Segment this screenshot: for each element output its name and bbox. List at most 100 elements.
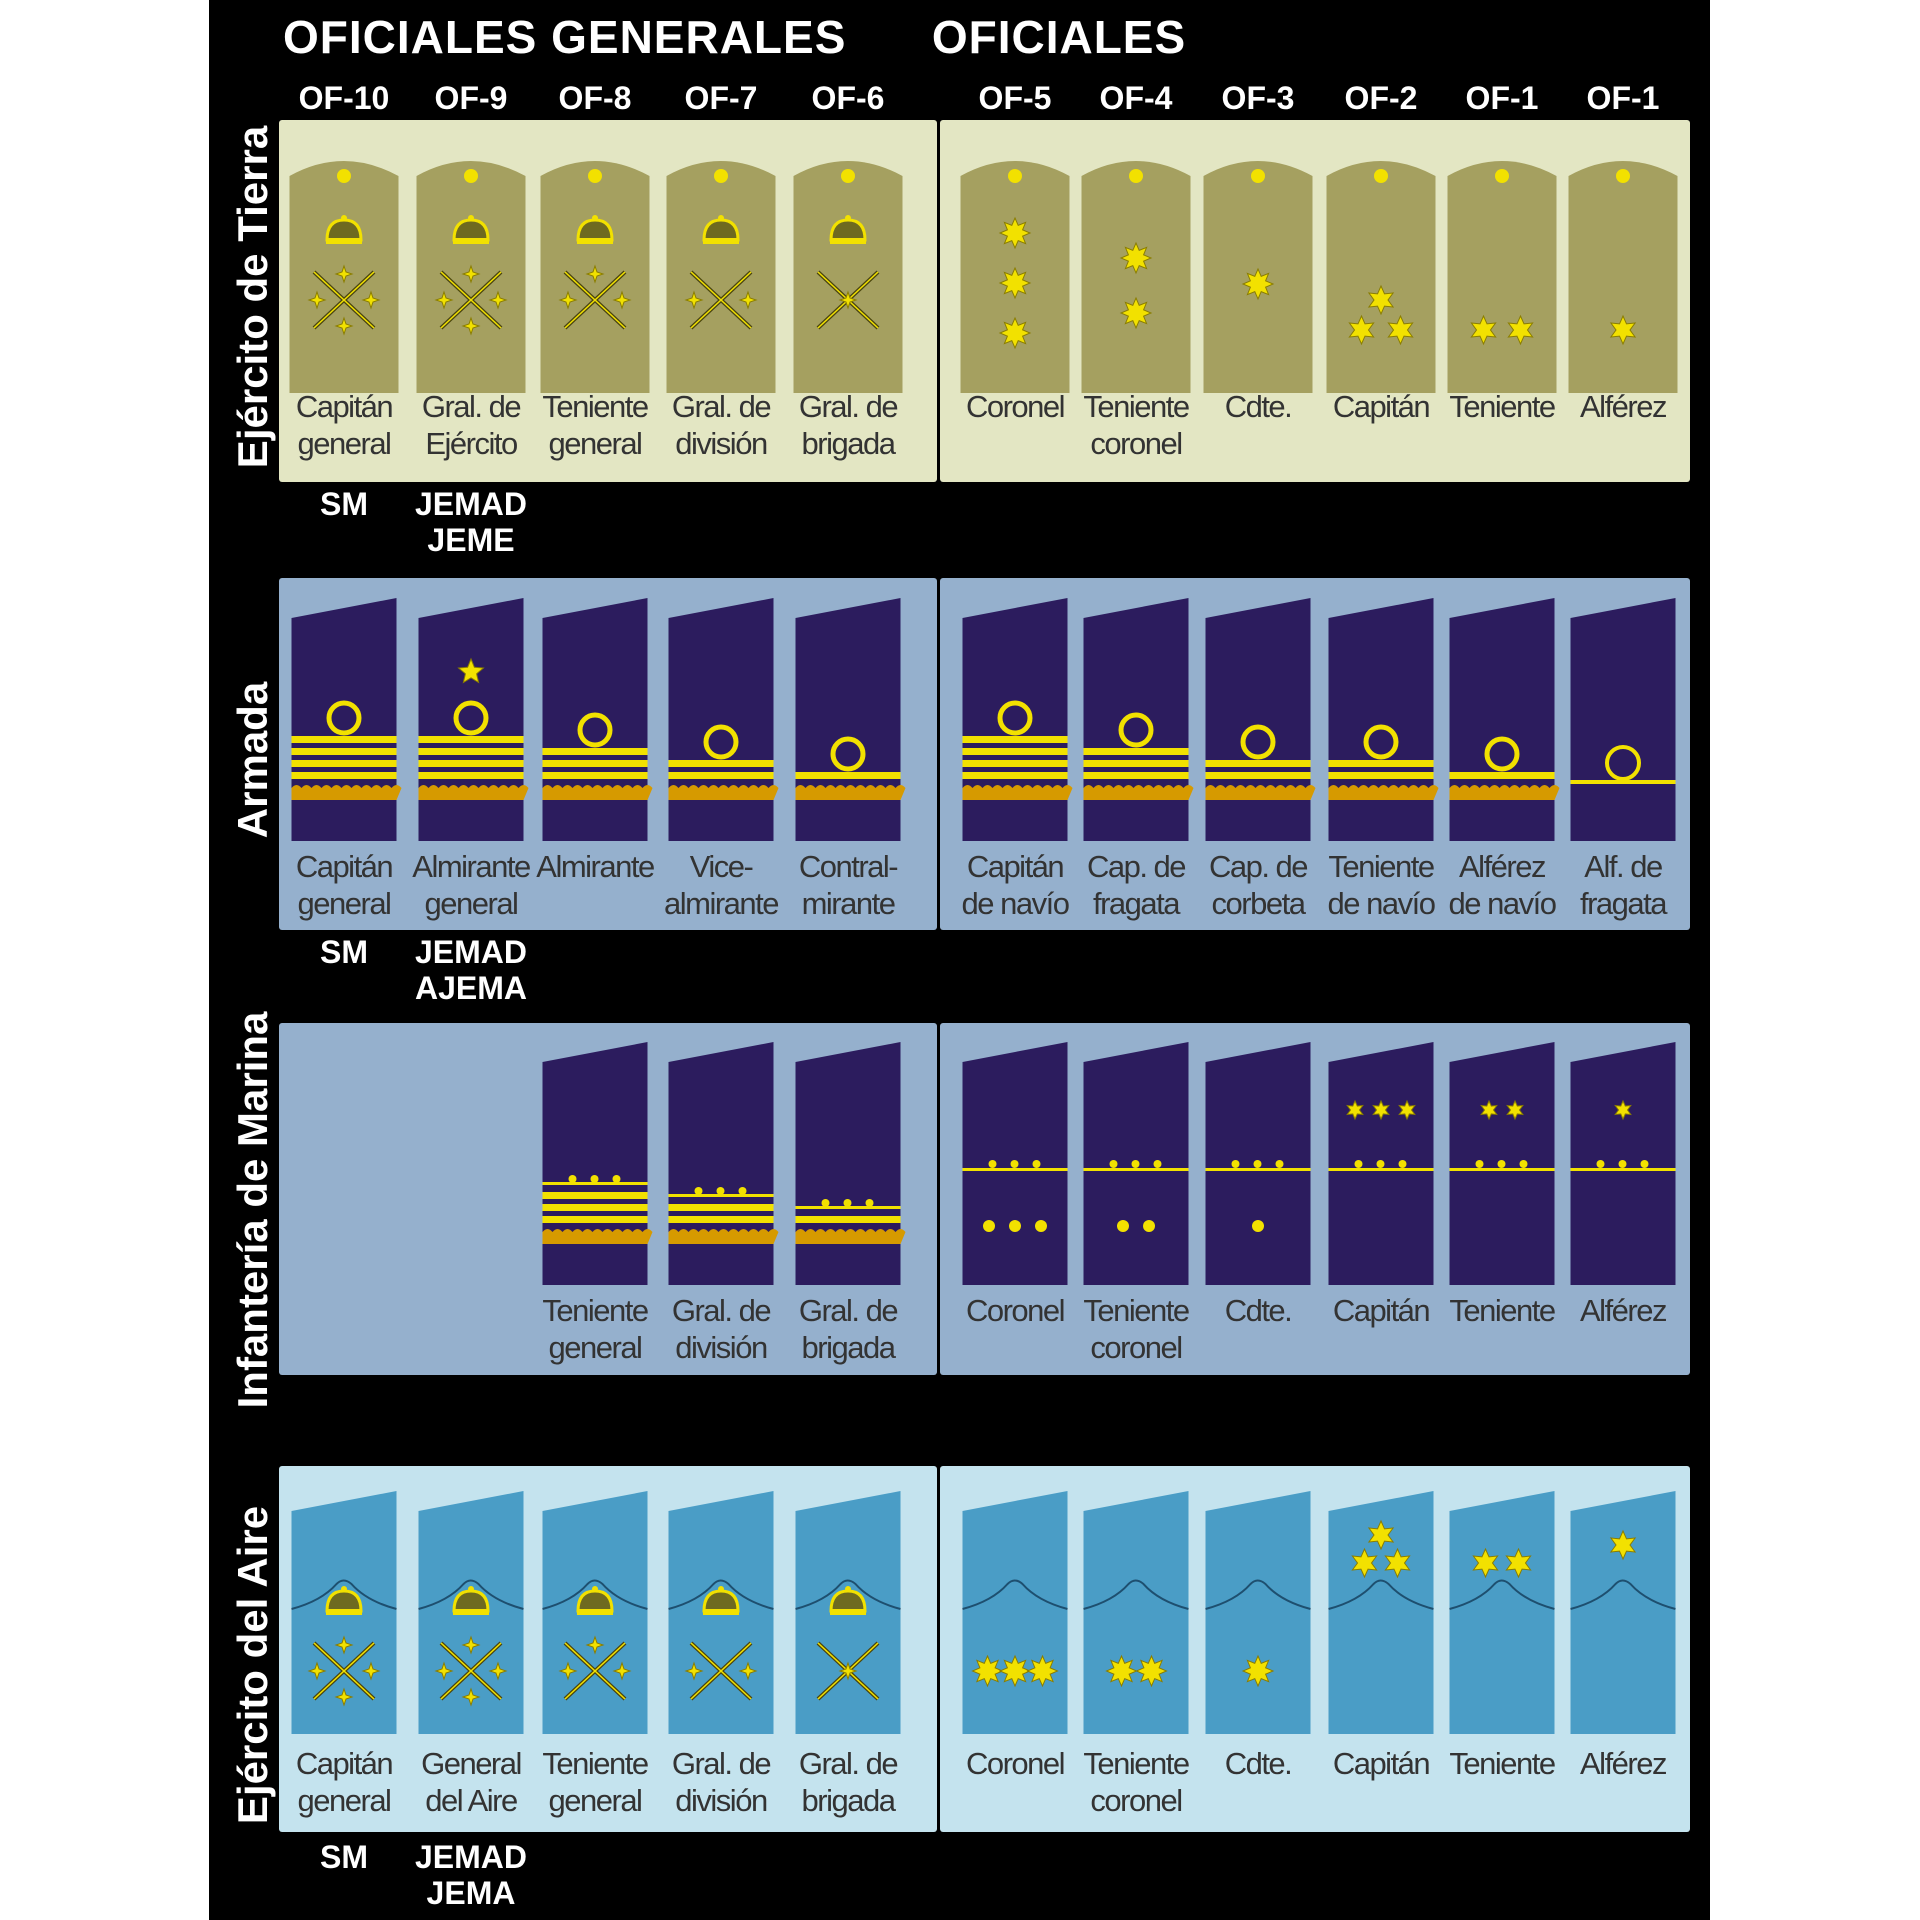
rank-insignia: [1440, 148, 1565, 398]
rank-insignia: [1074, 148, 1199, 398]
rank-label: Almirante: [533, 848, 658, 885]
rank-label-line: división: [675, 1330, 768, 1365]
rank-label: Teniente coronel: [1074, 1292, 1199, 1366]
rank-label-line: Teniente: [542, 1746, 649, 1781]
rank-label: Vice-almirante: [659, 848, 784, 922]
nato-code: OF-5: [978, 80, 1052, 116]
rank-insignia: [1561, 596, 1686, 846]
rank-label: Cdte.: [1196, 1745, 1321, 1782]
rank-label: Alférez: [1561, 1292, 1686, 1329]
appointment-label: JEMAD JEMA: [401, 1839, 541, 1911]
rank-label: Teniente general: [533, 1292, 658, 1366]
nato-code: OF-1: [1465, 80, 1539, 116]
rank-label-line: Capitán: [1332, 389, 1431, 424]
rank-label: Teniente general: [533, 1745, 658, 1819]
rank-insignia: [953, 1040, 1078, 1290]
rank-label-line: división: [675, 426, 768, 461]
rank-label-line: Almirante: [412, 849, 531, 884]
rank-insignia: [1440, 1489, 1565, 1739]
rank-insignia: [659, 1489, 784, 1739]
rank-label-line: Alférez: [1580, 389, 1667, 424]
rank-insignia: [533, 596, 658, 846]
rank-label-line: corbeta: [1211, 886, 1306, 921]
rank-label: Gral. de división: [659, 1745, 784, 1819]
rank-label-line: Gral. de: [798, 1746, 899, 1781]
nato-code: OF-9: [434, 80, 508, 116]
rank-label: Capitán de navío: [953, 848, 1078, 922]
rank-label-line: brigada: [801, 1783, 896, 1818]
rank-insignia: [409, 148, 534, 398]
rank-label-line: brigada: [801, 1330, 896, 1365]
rank-label-line: Teniente: [1449, 1746, 1556, 1781]
appointment-line: JEMAD: [414, 934, 527, 970]
rank-label-line: Teniente: [542, 1293, 649, 1328]
rank-insignia: [1196, 596, 1321, 846]
rank-insignia: [409, 1489, 534, 1739]
rank-label-line: general: [424, 886, 519, 921]
rank-insignia: [1561, 148, 1686, 398]
rank-label: Alférez: [1561, 1745, 1686, 1782]
rank-label-line: Almirante: [536, 849, 655, 884]
officers-header: OFICIALES: [931, 11, 1187, 63]
rank-label: Alf. de fragata: [1561, 848, 1686, 922]
rank-label: Gral. de Ejército: [409, 388, 534, 462]
rank-label: Almirante general: [409, 848, 534, 922]
rank-label: Alférez de navío: [1440, 848, 1565, 922]
rank-label-line: Capitán: [1332, 1746, 1431, 1781]
rank-label-line: Capitán: [295, 1746, 394, 1781]
rank-insignia: [282, 1489, 407, 1739]
rank-label-line: Capitán: [295, 849, 394, 884]
service-label: Ejército de Tierra: [229, 125, 276, 469]
rank-label: Coronel: [953, 1745, 1078, 1782]
appointment-label: SM: [274, 1839, 414, 1875]
rank-label-line: coronel: [1090, 426, 1183, 461]
rank-insignia: [1440, 596, 1565, 846]
rank-label-line: Teniente: [542, 389, 649, 424]
nato-code: OF-3: [1221, 80, 1295, 116]
rank-label-line: Teniente: [1083, 1746, 1190, 1781]
rank-insignia: [1561, 1040, 1686, 1290]
appointment-line: JEMAD: [414, 1839, 527, 1875]
rank-insignia: [282, 148, 407, 398]
rank-insignia: [533, 1040, 658, 1290]
rank-label: Contral-mirante: [786, 848, 911, 922]
rank-label-line: fragata: [1092, 886, 1181, 921]
rank-insignia: [1074, 1040, 1199, 1290]
rank-label-line: Teniente: [1083, 1293, 1190, 1328]
appointment-line: AJEMA: [414, 970, 527, 1006]
rank-label-line: Teniente: [1449, 389, 1556, 424]
rank-label-line: Cap. de: [1086, 849, 1187, 884]
rank-label-line: Alférez: [1580, 1293, 1667, 1328]
rank-label-line: de navío: [1327, 886, 1436, 921]
appointment-label: JEMAD JEME: [401, 486, 541, 558]
rank-label-line: del Aire: [425, 1783, 518, 1818]
appointment-line: SM: [320, 934, 368, 970]
rank-label-line: coronel: [1090, 1330, 1183, 1365]
rank-insignia: [659, 596, 784, 846]
rank-insignia: [786, 1040, 911, 1290]
appointment-line: JEMA: [426, 1875, 516, 1911]
rank-label: Gral. de brigada: [786, 1292, 911, 1366]
rank-label: Teniente: [1440, 1745, 1565, 1782]
rank-label-line: general: [297, 1783, 392, 1818]
rank-label-line: general: [548, 1330, 643, 1365]
rank-insignia: [282, 596, 407, 846]
rank-label-line: brigada: [801, 426, 896, 461]
rank-label: Alférez: [1561, 388, 1686, 425]
rank-label: Teniente de navío: [1319, 848, 1444, 922]
appointment-line: JEMAD: [414, 486, 527, 522]
rank-insignia: [953, 1489, 1078, 1739]
rank-label: Teniente coronel: [1074, 1745, 1199, 1819]
nato-code: OF-7: [684, 80, 758, 116]
rank-label: Cdte.: [1196, 1292, 1321, 1329]
rank-insignia: [1319, 596, 1444, 846]
nato-code: OF-8: [558, 80, 632, 116]
rank-label-line: división: [675, 1783, 768, 1818]
rank-label-line: Alf. de: [1584, 849, 1663, 884]
rank-insignia: [1319, 148, 1444, 398]
rank-label: Capitán general: [282, 1745, 407, 1819]
nato-code: OF-4: [1099, 80, 1173, 116]
rank-label-line: Cap. de: [1208, 849, 1309, 884]
rank-label-line: Gral. de: [798, 389, 899, 424]
rank-insignia: [1196, 1040, 1321, 1290]
